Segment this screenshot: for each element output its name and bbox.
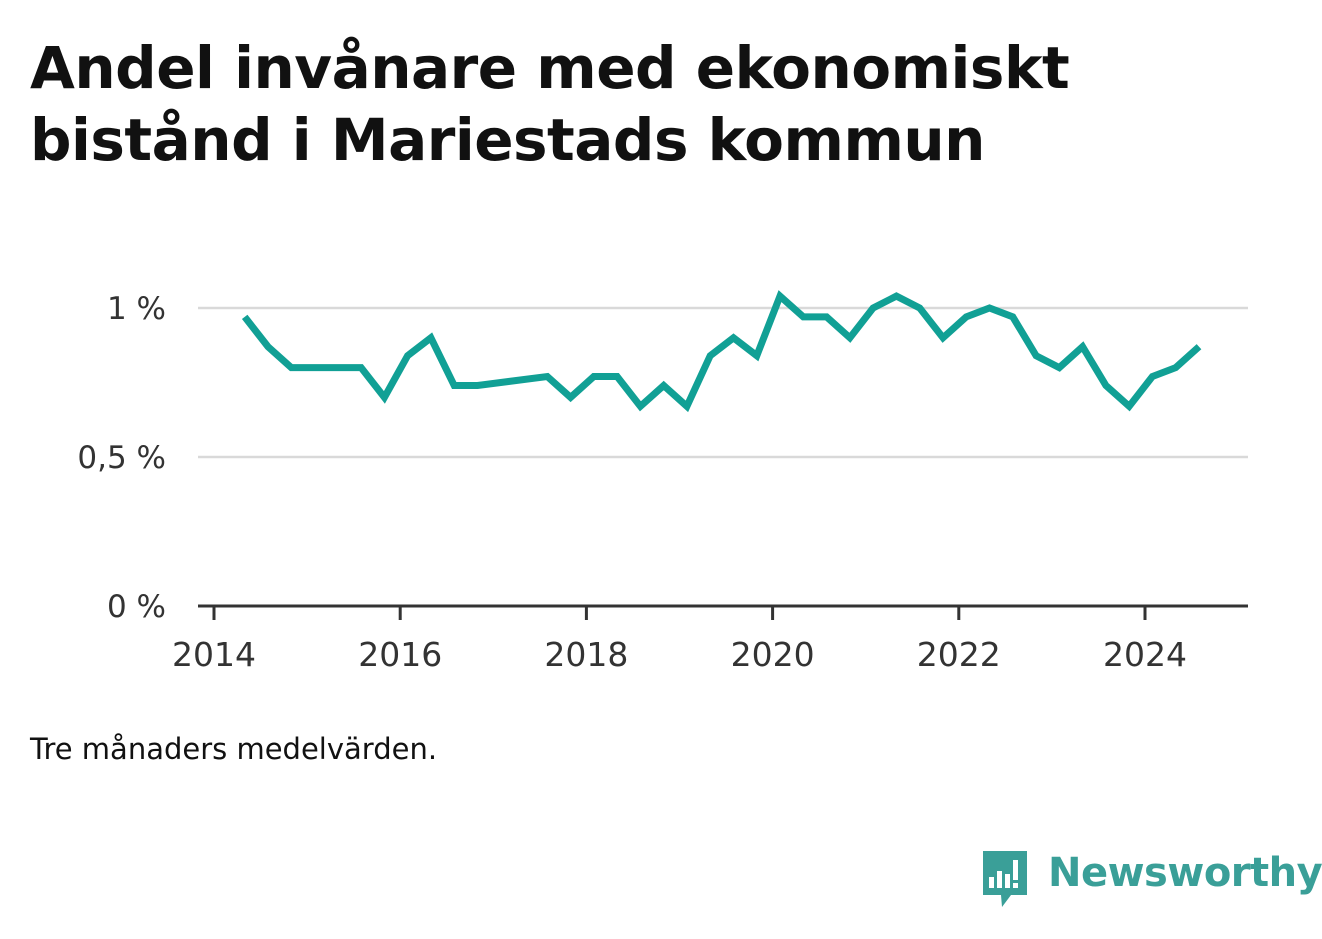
brand-name: Newsworthy: [1048, 850, 1322, 896]
chart-footnote: Tre månaders medelvärden.: [30, 732, 438, 766]
chart-title: Andel invånare med ekonomiskt bistånd i …: [30, 34, 1070, 174]
series-line: [241, 290, 1202, 413]
y-tick-label: 0,5 %: [77, 440, 166, 476]
x-axis: [198, 604, 1248, 620]
newsworthy-logo-icon: [983, 851, 1027, 907]
x-tick-label: 2018: [544, 635, 628, 674]
x-tick-label: 2014: [172, 635, 256, 674]
x-tick-label: 2016: [358, 635, 442, 674]
brand: Newsworthy: [980, 848, 1322, 912]
x-tick-label: 2022: [917, 635, 1001, 674]
x-tick-label: 2020: [731, 635, 815, 674]
series-layer: [241, 290, 1202, 413]
x-axis-tick-labels: 2014 2016 2018 2020 2022 2024: [172, 635, 1187, 674]
gridlines: [198, 306, 1248, 459]
y-tick-label: 1 %: [107, 291, 166, 327]
y-axis-tick-labels: 0 % 0,5 % 1 %: [77, 291, 166, 625]
x-tick-label: 2024: [1103, 635, 1187, 674]
y-tick-label: 0 %: [107, 589, 166, 625]
